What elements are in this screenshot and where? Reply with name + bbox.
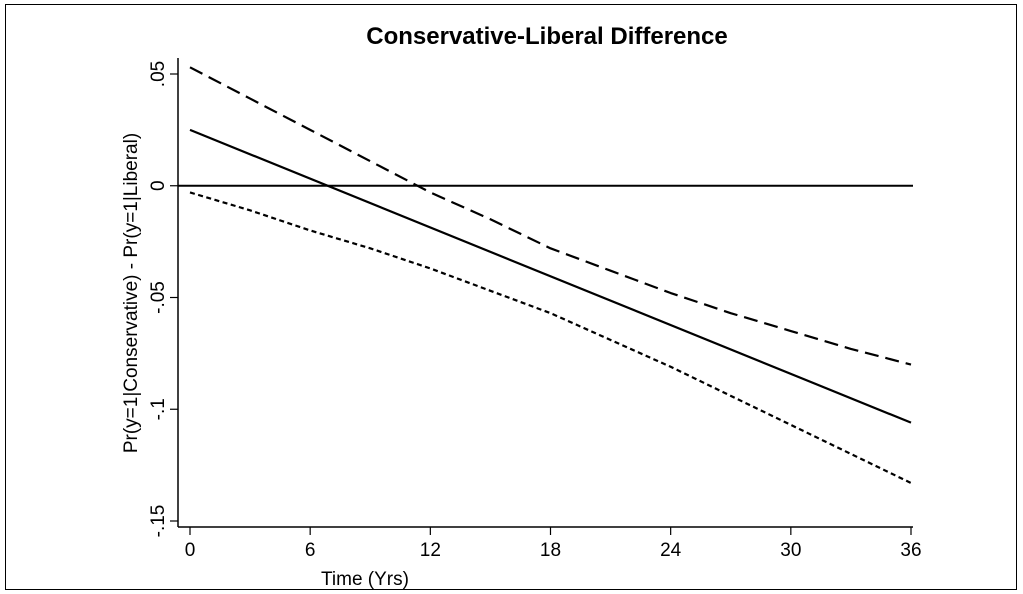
chart-frame: Conservative-Liberal Difference 0 6 12 18 24… [5, 4, 1017, 590]
x-tick-label: 6 [305, 540, 316, 561]
plot-area: 0 6 12 18 24 30 36 .05 0 -.05 -.1 -.15 [148, 58, 922, 561]
y-tick-label: .05 [148, 61, 169, 87]
y-tick-label: -.15 [148, 505, 169, 538]
chart-canvas: Conservative-Liberal Difference 0 6 12 18 24… [121, 23, 922, 590]
y-axis-label: Pr(y=1|Conservative) - Pr(y=1|Liberal) [121, 133, 142, 453]
series-line-lower-bound [189, 191, 912, 484]
y-tick-label: 0 [148, 180, 169, 191]
x-tick-label: 36 [900, 540, 921, 561]
y-tick-label: -.05 [148, 281, 169, 314]
series-line-estimate [189, 128, 912, 424]
x-tick-label: 12 [420, 540, 441, 561]
series-line-upper-bound [189, 66, 912, 366]
x-tick-label: 30 [780, 540, 801, 561]
x-tick-label: 18 [540, 540, 561, 561]
x-tick-label: 24 [660, 540, 682, 561]
x-axis-label: Time (Yrs) [321, 569, 409, 590]
y-tick-label: -.1 [148, 398, 169, 420]
x-tick-label: 0 [185, 540, 196, 561]
chart-title: Conservative-Liberal Difference [366, 23, 727, 50]
